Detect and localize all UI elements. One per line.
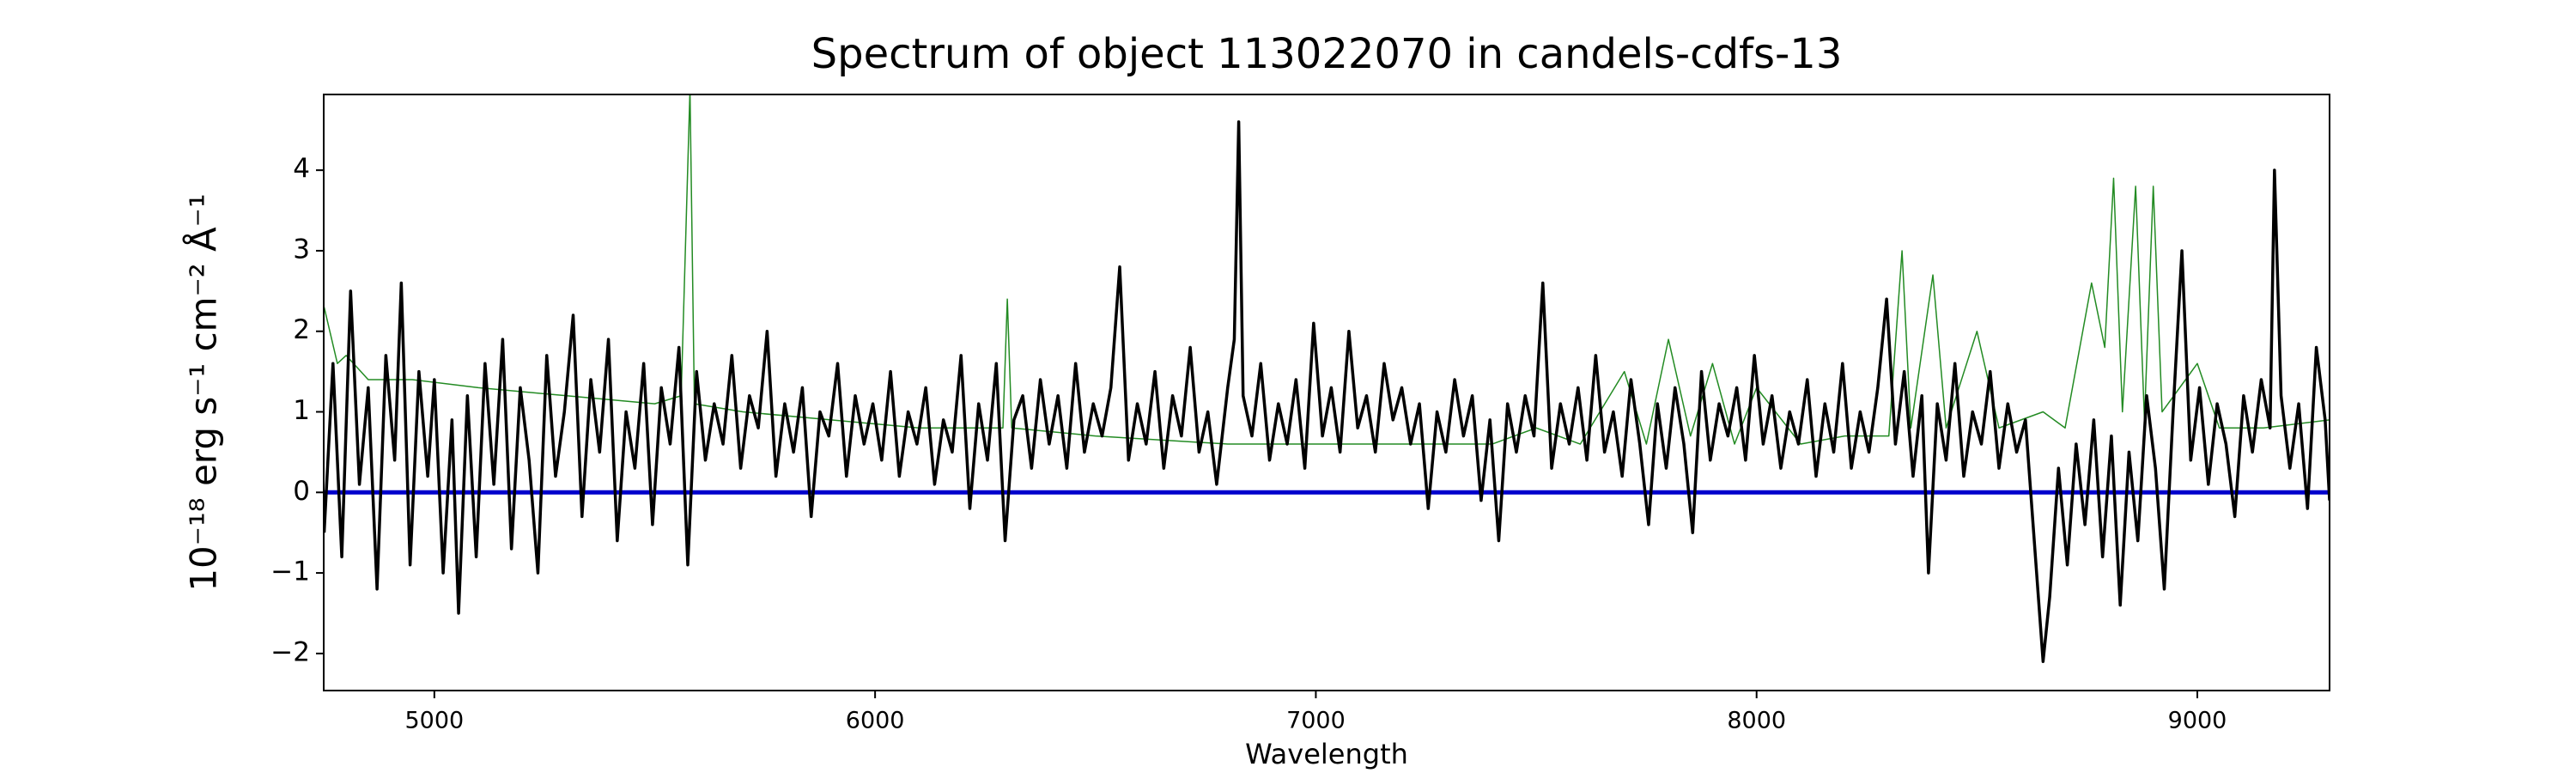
plot-frame xyxy=(323,94,2330,691)
x-tick-label: 5000 xyxy=(404,708,464,734)
y-tick-label: 1 xyxy=(293,395,310,426)
chart-title: Spectrum of object 113022070 in candels-… xyxy=(811,30,1843,78)
y-tick-label: 2 xyxy=(293,314,310,345)
plot-lines xyxy=(324,94,2330,663)
y-axis-label: 10⁻¹⁸ erg s⁻¹ cm⁻² Å⁻¹ xyxy=(182,193,225,591)
y-tick-label: −1 xyxy=(270,557,310,587)
spectrum-line xyxy=(324,94,2330,445)
x-tick-label: 6000 xyxy=(846,708,905,734)
y-tick-label: 0 xyxy=(293,476,310,507)
x-tick-label: 8000 xyxy=(1727,708,1786,734)
x-tick-label: 7000 xyxy=(1286,708,1346,734)
spectrum-line xyxy=(324,120,2330,663)
x-tick-label: 9000 xyxy=(2168,708,2227,734)
y-tick-label: −2 xyxy=(270,636,310,667)
y-tick-label: 3 xyxy=(293,234,310,265)
y-tick-label: 4 xyxy=(293,154,310,185)
x-axis-label: Wavelength xyxy=(1245,738,1408,770)
